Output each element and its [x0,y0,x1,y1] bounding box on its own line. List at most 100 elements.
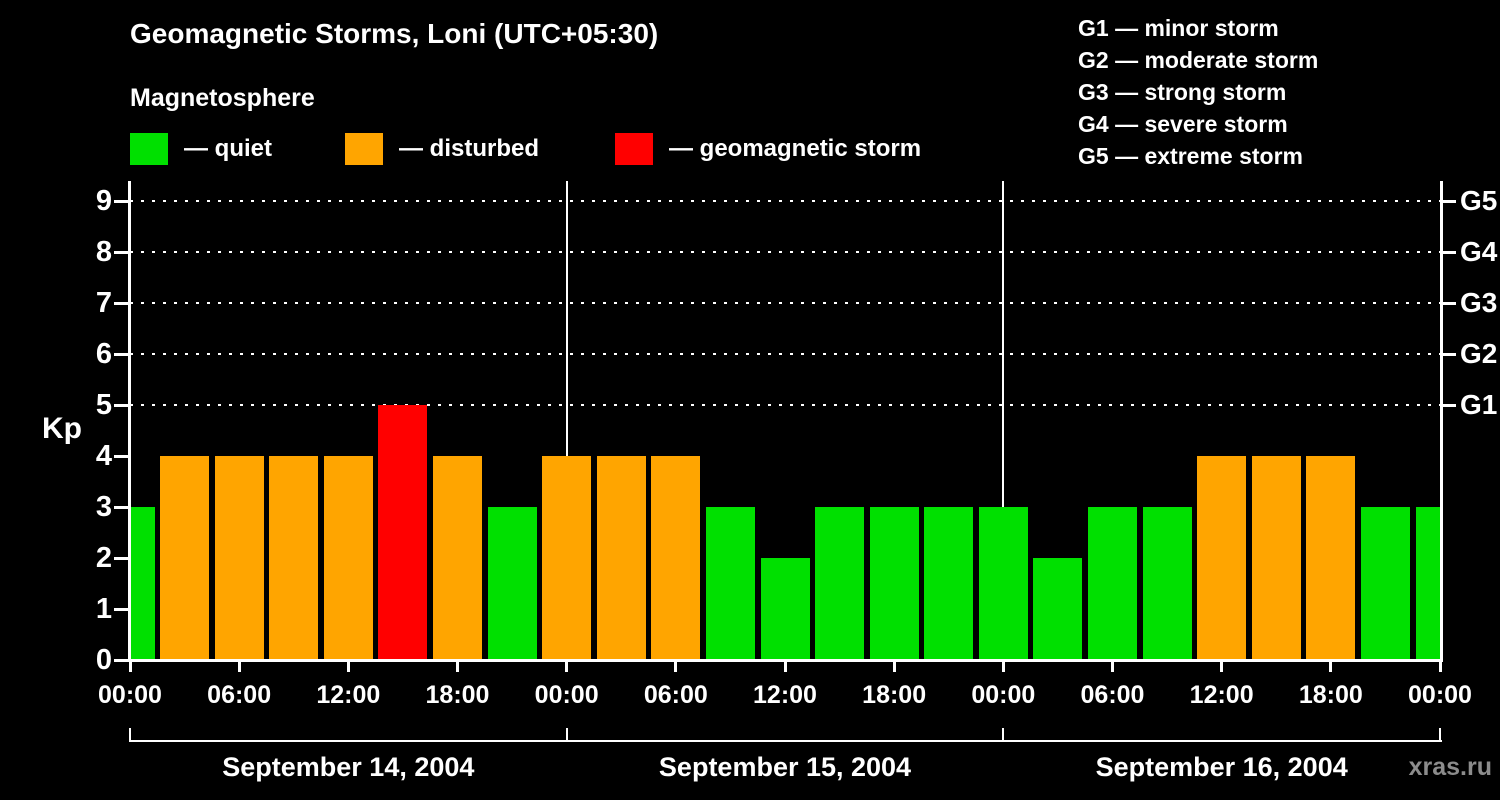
kp-bar [378,405,428,660]
legend-item-disturbed: — disturbed [345,132,539,166]
kp-bar [1033,558,1083,660]
x-axis-time-label: 12:00 [1189,681,1254,709]
right-axis-tick [1442,301,1456,305]
right-axis-tick [1442,352,1456,356]
x-axis-time-label: 00:00 [971,681,1036,709]
y-axis-label: 0 [95,644,112,676]
kp-bar [1306,456,1356,660]
kp-bar [760,558,810,660]
g-scale-legend: G1 — minor storm G2 — moderate storm G3 — … [1078,12,1318,172]
kp-bar [160,456,210,660]
y-axis-tick [114,556,129,560]
y-axis-tick [114,658,129,662]
x-axis-time-label: 12:00 [753,681,817,709]
y-axis-label: 4 [95,440,112,472]
x-axis-line [128,659,1443,662]
x-axis-time-label: 00:00 [1408,681,1472,709]
x-axis-time-label: 18:00 [862,681,927,709]
x-axis-tick [1001,661,1005,672]
right-axis-g-label: G2 [1460,338,1498,369]
date-label: September 14, 2004 [222,752,475,782]
date-label: September 16, 2004 [1095,752,1348,782]
x-axis-tick [456,661,459,672]
right-axis-tick [1442,403,1456,407]
y-axis-tick [114,352,129,356]
y-axis-title: Kp [42,412,82,445]
legend-label-disturbed: — disturbed [399,135,540,162]
right-axis-tick [1442,199,1456,203]
y-axis-label: 7 [95,287,112,319]
right-axis-line [1440,181,1443,662]
date-label: September 15, 2004 [658,752,912,782]
kp-bar [705,507,755,660]
y-axis-tick [114,607,129,611]
right-axis-g-label: G3 [1460,287,1498,318]
x-axis-tick [1329,661,1333,672]
x-axis-time-label: 18:00 [425,681,490,709]
y-axis-tick [114,454,129,458]
g-scale-legend-line: G5 — extreme storm [1078,143,1303,169]
kp-bar [596,456,646,660]
date-axis-line [130,740,1442,742]
x-axis-tick [1220,661,1224,672]
x-axis-tick [565,661,569,672]
y-axis-label: 8 [95,236,112,268]
y-axis-tick [114,199,129,203]
kp-bar [1251,456,1301,660]
x-axis-tick [346,661,350,672]
kp-bar [978,507,1028,660]
g-scale-legend-line: G3 — strong storm [1078,79,1287,105]
legend-label-quiet: — quiet [184,135,272,162]
kp-bar [815,507,865,660]
x-axis-tick [674,661,678,672]
kp-gridline [130,404,1440,406]
kp-gridline [130,353,1440,355]
right-axis-g-label: G4 [1460,236,1498,267]
date-axis-tick [1439,728,1441,742]
x-axis-time-label: 06:00 [207,681,272,709]
right-axis-g-label: G1 [1460,389,1498,420]
kp-bar [651,456,701,660]
g-scale-legend-line: G1 — minor storm [1078,15,1279,41]
kp-bar [1197,456,1247,660]
x-axis-time-label: 12:00 [316,681,381,709]
y-axis-label: 9 [95,185,112,217]
disturbed-color-swatch [345,133,383,165]
g-scale-legend-line: G2 — moderate storm [1078,47,1319,73]
kp-bar [924,507,974,660]
x-axis-time-label: 06:00 [1080,681,1145,709]
kp-bar [1360,507,1410,660]
x-axis-time-label: 06:00 [643,681,708,709]
day-boundary-line [565,181,568,660]
y-axis-label: 5 [95,389,112,421]
x-axis-tick [237,661,241,672]
quiet-color-swatch [130,133,168,165]
y-axis-line [128,181,131,662]
kp-gridline [130,200,1440,202]
kp-bar-chart [130,181,1440,660]
y-axis-label: 2 [95,542,112,574]
date-axis-tick [1002,728,1005,742]
kp-bar [1142,507,1192,660]
legend-item-quiet: — quiet [130,132,272,166]
kp-gridline [130,251,1440,253]
legend-item-storm: — geomagnetic storm [615,132,921,166]
y-axis-label: 3 [95,491,112,523]
watermark-xras: xras.ru [1408,753,1492,781]
kp-bar [269,456,319,660]
right-axis-tick [1442,250,1456,254]
legend-label-storm: — geomagnetic storm [669,135,922,162]
y-axis-tick [114,403,129,407]
storm-color-swatch [615,133,653,165]
x-axis-tick [1111,661,1114,672]
page-title: Geomagnetic Storms, Loni (UTC+05:30) [130,18,659,49]
y-axis-tick [114,301,129,305]
y-axis-label: 6 [95,338,112,370]
kp-bar [1415,507,1440,660]
right-axis-g-label: G5 [1460,185,1498,216]
x-axis-tick [892,661,896,672]
x-axis-time-label: 18:00 [1298,681,1363,709]
x-axis-time-label: 00:00 [98,681,162,709]
x-axis-tick [1438,661,1442,672]
